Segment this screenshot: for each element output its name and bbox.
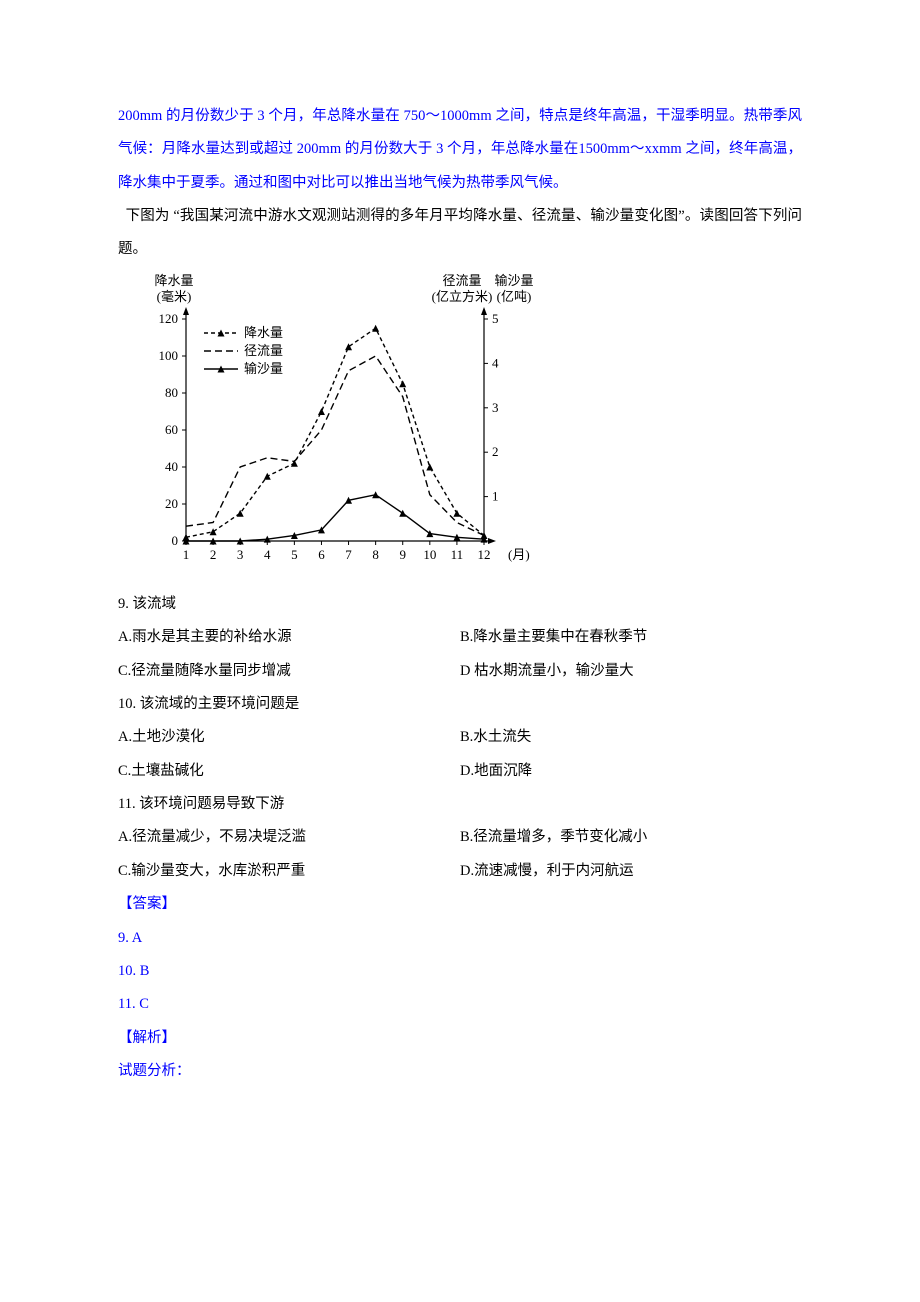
svg-text:0: 0 [172,533,179,548]
q9-opt-c: C.径流量随降水量同步增减 [118,663,291,679]
q10-opt-d: D.地面沉降 [460,763,532,779]
q11-stem: 11. 该环境问题易导致下游 [118,788,802,821]
svg-text:(毫米): (毫米) [157,289,192,304]
answer-9: 9. A [118,922,802,955]
q10-stem: 10. 该流域的主要环境问题是 [118,688,802,721]
q11-opt-b: B.径流量增多，季节变化减小 [460,829,647,845]
svg-text:8: 8 [372,547,379,562]
svg-text:100: 100 [159,348,179,363]
svg-text:3: 3 [492,400,499,415]
q9-opt-b: B.降水量主要集中在春秋季节 [460,629,647,645]
svg-text:1: 1 [183,547,190,562]
q10-options-row1: A.土地沙漠化 B.水土流失 [118,721,802,754]
analysis-line1: 试题分析： [118,1055,802,1088]
svg-text:输沙量: 输沙量 [494,273,533,288]
svg-text:60: 60 [165,422,178,437]
svg-text:9: 9 [399,547,406,562]
q9-opt-a: A.雨水是其主要的补给水源 [118,629,292,645]
svg-text:2: 2 [210,547,217,562]
svg-text:20: 20 [165,496,178,511]
answer-10: 10. B [118,955,802,988]
q10-options-row2: C.土壤盐碱化 D.地面沉降 [118,755,802,788]
answers-header: 【答案】 [118,888,802,921]
hydrology-chart: 02040608010012012345123456789101112(月)降水… [134,271,802,584]
q10-opt-c: C.土壤盐碱化 [118,763,204,779]
svg-text:(亿立方米): (亿立方米) [432,289,493,304]
q10-opt-b: B.水土流失 [460,729,531,745]
svg-text:120: 120 [159,311,179,326]
q11-opt-d: D.流速减慢，利于内河航运 [460,863,634,879]
svg-text:2: 2 [492,444,499,459]
svg-text:4: 4 [264,547,271,562]
svg-text:输沙量: 输沙量 [244,361,283,376]
svg-text:12: 12 [478,547,491,562]
svg-text:(亿吨): (亿吨) [497,289,532,304]
svg-text:降水量: 降水量 [154,273,193,288]
svg-text:5: 5 [291,547,298,562]
svg-text:40: 40 [165,459,178,474]
q9-stem: 9. 该流域 [118,588,802,621]
svg-text:降水量: 降水量 [244,325,283,340]
q11-options-row1: A.径流量减少，不易决堤泛滥 B.径流量增多，季节变化减小 [118,821,802,854]
answer-11: 11. C [118,988,802,1021]
svg-text:径流量: 径流量 [244,343,283,358]
svg-text:80: 80 [165,385,178,400]
q9-options-row1: A.雨水是其主要的补给水源 B.降水量主要集中在春秋季节 [118,621,802,654]
intro-black-para: 下图为 “我国某河流中游水文观测站测得的多年月平均降水量、径流量、输沙量变化图”… [118,200,802,267]
svg-text:(月): (月) [508,547,530,562]
svg-text:5: 5 [492,311,499,326]
svg-text:径流量: 径流量 [442,273,481,288]
q10-opt-a: A.土地沙漠化 [118,729,205,745]
q11-opt-a: A.径流量减少，不易决堤泛滥 [118,829,306,845]
analysis-header: 【解析】 [118,1022,802,1055]
svg-text:7: 7 [345,547,352,562]
svg-text:3: 3 [237,547,244,562]
svg-text:11: 11 [451,547,464,562]
svg-text:1: 1 [492,488,499,503]
svg-text:6: 6 [318,547,325,562]
q9-opt-d: D 枯水期流量小，输沙量大 [460,663,634,679]
svg-text:4: 4 [492,355,499,370]
q11-options-row2: C.输沙量变大，水库淤积严重 D.流速减慢，利于内河航运 [118,855,802,888]
svg-text:10: 10 [423,547,436,562]
q11-opt-c: C.输沙量变大，水库淤积严重 [118,863,305,879]
intro-blue-para: 200mm 的月份数少于 3 个月，年总降水量在 750～1000mm 之间，特… [118,100,802,200]
q9-options-row2: C.径流量随降水量同步增减 D 枯水期流量小，输沙量大 [118,655,802,688]
